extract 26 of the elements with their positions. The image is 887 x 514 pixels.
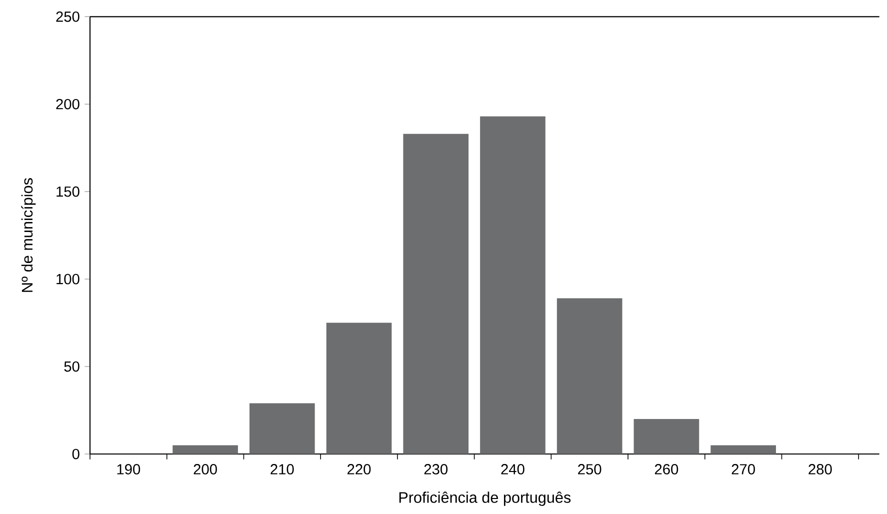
y-tick-label: 150 bbox=[56, 186, 80, 197]
bar bbox=[249, 403, 315, 454]
x-tick-label: 210 bbox=[270, 464, 294, 474]
bar bbox=[634, 419, 700, 454]
bar bbox=[403, 134, 469, 454]
bar bbox=[326, 322, 392, 454]
bar bbox=[710, 445, 776, 454]
y-tick-label: 50 bbox=[64, 361, 80, 372]
y-tick-label: 250 bbox=[56, 11, 80, 22]
y-tick-label: 100 bbox=[56, 274, 80, 284]
x-tick-label: 220 bbox=[348, 464, 371, 474]
x-axis-title: Proficiência de português bbox=[399, 492, 571, 506]
y-axis-title: Nº de municípios bbox=[21, 178, 36, 292]
x-tick-label: 260 bbox=[654, 464, 678, 474]
x-tick-label: 230 bbox=[424, 464, 448, 474]
y-tick-label: 0 bbox=[72, 448, 80, 460]
bar bbox=[556, 298, 622, 454]
x-tick-label: 270 bbox=[732, 464, 755, 474]
bar bbox=[480, 116, 546, 454]
x-tick-label: 200 bbox=[194, 464, 217, 474]
x-tick-label: 240 bbox=[501, 464, 524, 474]
bar bbox=[172, 445, 238, 454]
x-tick-label: 190 bbox=[117, 464, 140, 474]
x-tick-label: 250 bbox=[578, 464, 602, 474]
y-tick-label: 200 bbox=[56, 98, 80, 110]
x-tick-label: 280 bbox=[808, 464, 832, 474]
